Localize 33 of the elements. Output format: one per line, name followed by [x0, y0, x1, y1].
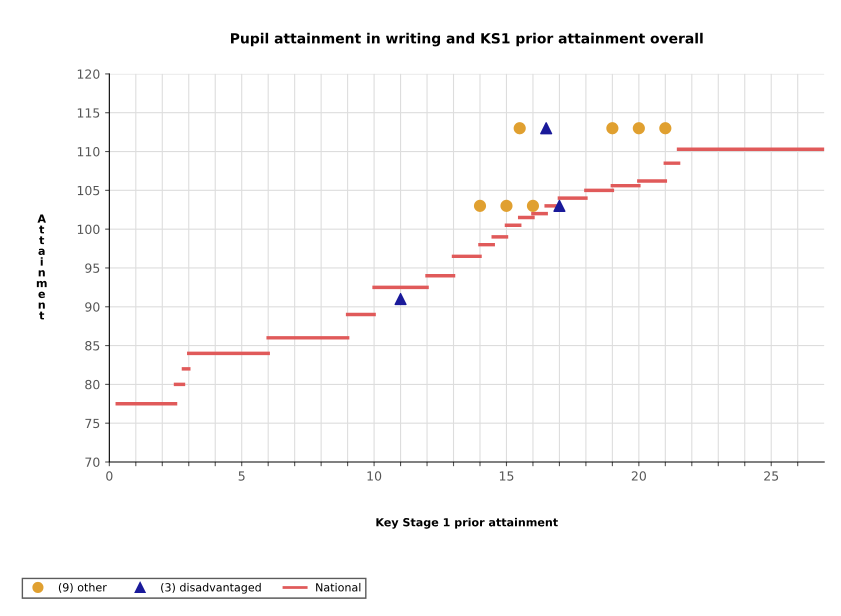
point — [526, 200, 540, 212]
point — [514, 122, 526, 134]
y-tick-label: 100 — [78, 224, 100, 234]
y-tick-label: 105 — [78, 186, 100, 196]
legend-label: (9) other — [58, 582, 107, 593]
point — [632, 122, 645, 134]
point — [500, 200, 513, 212]
x-tick-label: 15 — [500, 471, 514, 481]
y-tick-label: 110 — [78, 147, 100, 156]
point — [474, 200, 486, 212]
y-tick-label: 95 — [85, 263, 100, 273]
y-tick-label: 85 — [85, 341, 100, 351]
point — [659, 122, 672, 134]
y-tick-label: 75 — [85, 418, 100, 428]
x-tick-label: 5 — [238, 471, 245, 481]
point — [553, 200, 566, 212]
x-tick-label: 0 — [106, 471, 112, 481]
x-tick-label: 10 — [368, 471, 382, 481]
x-tick-label: 20 — [632, 471, 646, 481]
point — [606, 122, 618, 134]
y-tick-label: 80 — [85, 380, 100, 390]
chart-title: Pupil attainment in writing and KS1 prior attainment overall — [231, 32, 703, 46]
text: Attainment — [36, 214, 47, 320]
y-tick-label: 120 — [78, 69, 100, 79]
legend-label: National — [316, 582, 360, 592]
legend-label: (3) disadvantaged — [161, 582, 261, 594]
x-tick-label: 25 — [764, 471, 778, 481]
y-tick-label: 115 — [78, 108, 100, 118]
y-tick-label: 70 — [85, 457, 100, 467]
point — [540, 122, 552, 134]
x-axis-title: Key Stage 1 prior attainment — [376, 518, 558, 529]
point — [394, 292, 407, 306]
y-tick-label: 90 — [85, 302, 100, 312]
